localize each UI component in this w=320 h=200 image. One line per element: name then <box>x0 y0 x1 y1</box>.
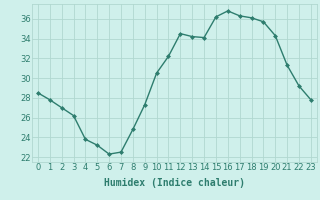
X-axis label: Humidex (Indice chaleur): Humidex (Indice chaleur) <box>104 178 245 188</box>
